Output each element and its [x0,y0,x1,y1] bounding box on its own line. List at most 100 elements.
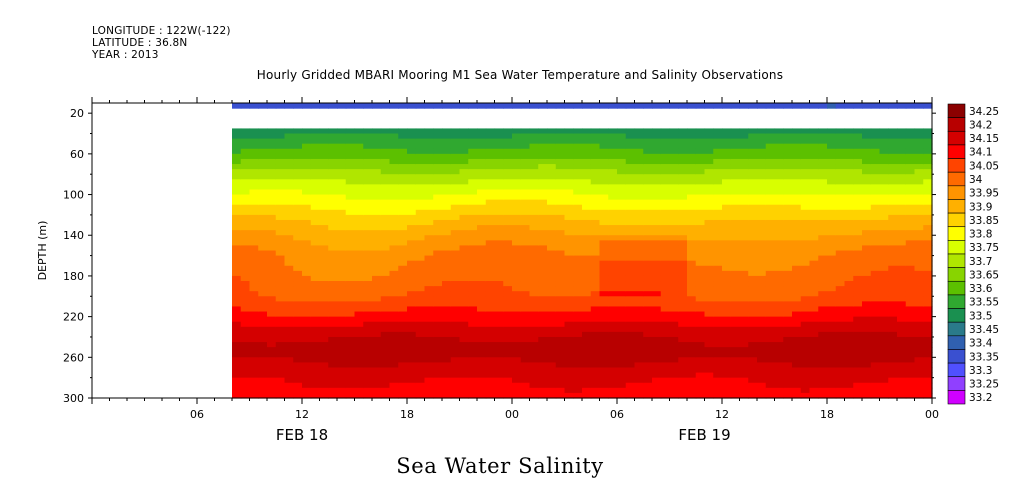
heatmap-cell [879,362,889,369]
heatmap-cell [608,103,618,109]
colorbar-label: 33.7 [969,256,992,268]
heatmap-cell [818,281,828,287]
heatmap-cell [608,321,618,328]
heatmap-cell [310,306,321,313]
heatmap-cell [704,367,714,374]
heatmap-cell [765,321,776,328]
heatmap-cell [870,169,881,175]
heatmap-cell [284,133,294,140]
heatmap-cell [897,189,907,196]
heatmap-cell [529,184,539,191]
heatmap-cell [748,316,758,323]
heatmap-cell [337,387,347,394]
heatmap-cell [380,301,391,308]
heatmap-cell [643,184,653,191]
heatmap-cell [407,245,417,252]
heatmap-cell [477,347,487,353]
heatmap-cell [923,306,933,313]
heatmap-cell [582,311,592,318]
heatmap-cell [827,291,837,297]
heatmap-cell [599,169,609,175]
heatmap-cell [765,179,776,185]
heatmap-cell [774,336,784,343]
heatmap-cell [625,260,636,267]
heatmap-cell [905,153,916,160]
heatmap-cell [302,382,312,389]
heatmap-cell [844,336,854,343]
heatmap-cell [267,179,277,185]
heatmap-cell [765,230,776,236]
heatmap-cell [468,143,478,150]
heatmap-cell [608,377,618,384]
heatmap-cell [905,301,916,308]
heatmap-cell [888,326,898,333]
heatmap-cell [634,133,644,140]
heatmap-cell [319,265,329,272]
heatmap-cell [669,311,679,318]
heatmap-cell [835,326,846,333]
heatmap-cell [564,362,574,369]
heatmap-cell [258,230,268,236]
heatmap-cell [582,275,592,282]
heatmap-cell [284,357,294,363]
heatmap-cell [319,250,329,257]
heatmap-cell [293,184,303,191]
heatmap-cell [897,204,907,211]
heatmap-cell [328,194,338,201]
heatmap-cell [765,250,776,257]
heatmap-cell [608,225,618,231]
heatmap-cell [337,255,347,262]
heatmap-cell [249,352,259,358]
heatmap-cell [555,367,566,374]
heatmap-cell [678,357,688,363]
heatmap-cell [809,352,819,358]
heatmap-cell [494,230,504,236]
heatmap-cell [485,199,496,206]
heatmap-cell [853,275,863,282]
heatmap-cell [398,138,408,145]
heatmap-cell [345,128,356,135]
colorbar-label: 33.65 [969,269,999,281]
heatmap-cell [240,164,251,170]
heatmap-cell [730,260,741,267]
heatmap-cell [555,286,566,292]
heatmap-cell [704,128,714,135]
heatmap-cell [599,260,609,267]
heatmap-cell [354,311,364,318]
heatmap-cell [739,270,749,277]
heatmap-cell [442,133,452,140]
colorbar-label: 34.05 [969,160,999,172]
heatmap-cell [660,265,671,272]
heatmap-cell [757,265,767,272]
heatmap-cell [617,382,627,389]
heatmap-cell [748,148,758,155]
heatmap-cell [713,199,723,206]
heatmap-cell [232,189,242,196]
heatmap-cell [853,286,863,292]
heatmap-cell [398,336,408,343]
heatmap-cell [529,164,539,170]
heatmap-cell [503,219,513,226]
heatmap-cell [888,179,898,185]
heatmap-cell [310,235,321,241]
heatmap-cell [774,179,784,185]
heatmap-cell [547,153,557,160]
heatmap-cell [503,311,513,318]
heatmap-cell [380,158,391,165]
heatmap-cell [870,336,881,343]
heatmap-cell [433,357,443,363]
heatmap-cell [844,153,854,160]
heatmap-cell [354,362,364,369]
heatmap-cell [625,148,636,155]
heatmap-cell [827,347,837,353]
y-tick-label: 100 [63,189,84,202]
heatmap-cell [407,179,417,185]
heatmap-cell [345,204,356,211]
heatmap-cell [669,219,679,226]
heatmap-cell [354,291,364,297]
heatmap-cell [337,342,347,348]
heatmap-cell [590,194,601,201]
heatmap-cell [485,225,496,231]
heatmap-cell [459,260,469,267]
heatmap-cell [485,148,496,155]
